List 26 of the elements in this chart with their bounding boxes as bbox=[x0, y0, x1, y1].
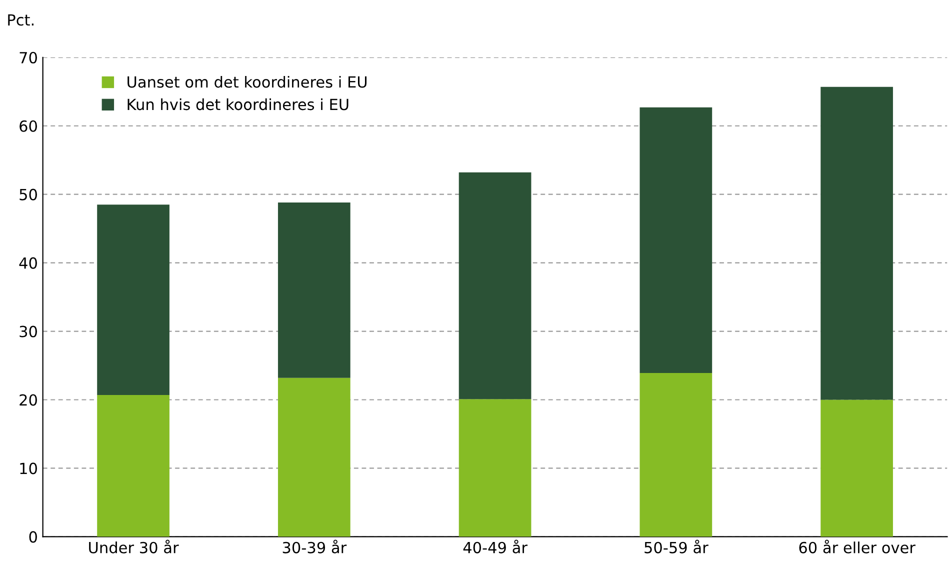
bar bbox=[640, 107, 712, 374]
y-tick-label: 0 bbox=[29, 531, 37, 543]
y-tick-label: 60 bbox=[20, 120, 37, 132]
y-axis-title: Pct. bbox=[8, 14, 34, 26]
y-tick-label: 30 bbox=[20, 326, 37, 338]
bar bbox=[458, 172, 532, 400]
y-tick-label: 50 bbox=[20, 188, 37, 200]
x-tick-label: 50-59 år bbox=[644, 540, 708, 554]
x-tick-label: 40-49 år bbox=[463, 540, 528, 554]
x-tick-label: 30-39 år bbox=[282, 540, 347, 554]
x-tick-label: 60 år eller over bbox=[799, 540, 916, 554]
legend-label: Kun hvis det koordineres i EU bbox=[128, 98, 348, 110]
bar bbox=[820, 400, 893, 537]
bar bbox=[97, 204, 170, 395]
bar bbox=[820, 86, 893, 400]
bar bbox=[278, 202, 350, 378]
y-tick-label: 70 bbox=[20, 52, 37, 64]
x-tick-label: Under 30 år bbox=[89, 540, 179, 554]
bar bbox=[640, 373, 712, 537]
y-tick-label: 20 bbox=[20, 394, 37, 406]
bar bbox=[278, 378, 350, 537]
bar bbox=[458, 399, 532, 537]
y-tick-label: 10 bbox=[20, 462, 37, 474]
y-tick-label: 40 bbox=[19, 257, 37, 269]
legend-label: Uanset om det koordineres i EU bbox=[128, 76, 367, 88]
bar bbox=[97, 394, 170, 537]
